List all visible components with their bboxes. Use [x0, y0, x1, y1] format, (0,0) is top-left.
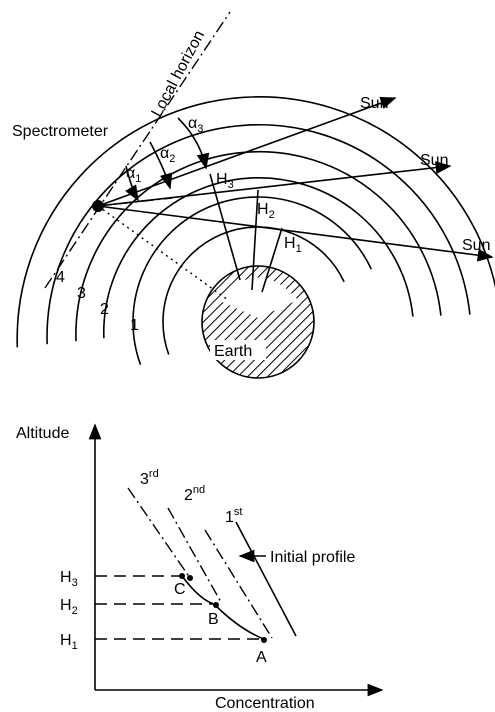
point-label: A [256, 649, 267, 666]
layer-label: 2 [100, 301, 109, 318]
horizon-line [45, 12, 230, 288]
angle-label: α1 [126, 165, 141, 185]
point [187, 575, 193, 581]
height-label: H2 [257, 201, 275, 221]
figure: Local horizon Spectrometer Sun Sun Sun α… [0, 0, 495, 712]
point-label: C [174, 581, 186, 598]
angle-label: α2 [160, 145, 175, 165]
point [213, 602, 219, 608]
sun-label: Sun [420, 152, 448, 169]
h-label: H3 [60, 569, 78, 589]
layer-label: 1 [130, 317, 139, 334]
initial-profile-label: Initial profile [270, 549, 355, 566]
iteration-label: 1st [225, 506, 242, 526]
iteration-label: 2nd [184, 484, 205, 504]
profile-3rd [128, 488, 190, 578]
earth-label: Earth [214, 343, 252, 360]
point [179, 573, 185, 579]
initial-profile [236, 522, 296, 636]
iteration-label: 3rd [140, 468, 159, 488]
x-axis-label: Concentration [215, 695, 315, 712]
height-label: H3 [216, 171, 234, 191]
point [261, 637, 267, 643]
h-label: H2 [60, 597, 78, 617]
layer-label: 4 [56, 269, 65, 286]
limb-geometry: Local horizon Spectrometer Sun Sun Sun α… [12, 12, 495, 378]
sun-label: Sun [462, 237, 490, 254]
spectrometer-label: Spectrometer [12, 123, 109, 140]
profile-chart: Altitude Concentration H3 H2 H1 A B C 1s… [16, 425, 382, 712]
h-label: H1 [60, 632, 78, 652]
sun-label: Sun [360, 95, 388, 112]
point-label: B [208, 611, 219, 628]
height-label: H1 [284, 235, 302, 255]
horizon-label: Local horizon [149, 28, 209, 120]
y-axis-label: Altitude [16, 425, 69, 442]
layer-label: 3 [77, 285, 86, 302]
